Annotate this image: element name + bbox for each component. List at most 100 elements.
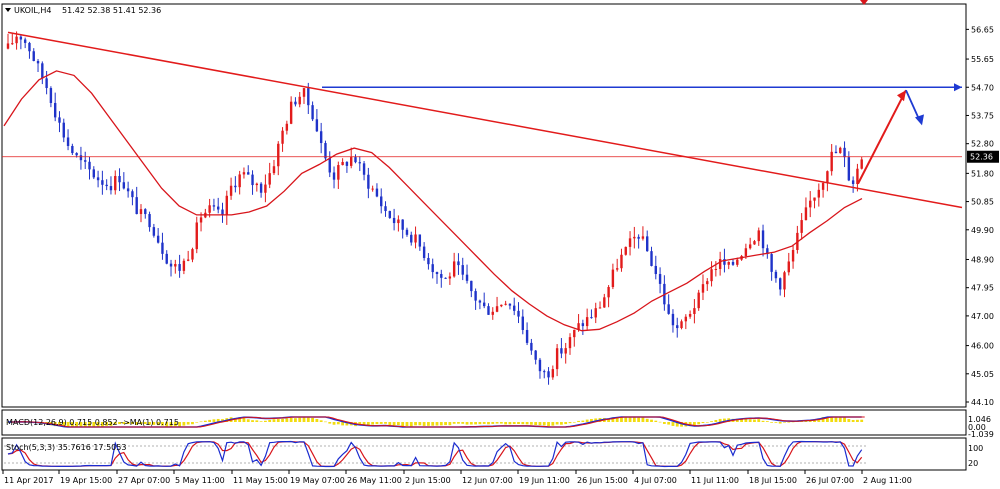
macd-bar [79, 422, 83, 427]
bull-candle [809, 200, 812, 208]
bear-candle [315, 119, 319, 132]
macd-bar [135, 422, 139, 425]
bull-candle [397, 219, 400, 224]
macd-bar [152, 422, 156, 425]
macd-bar [268, 419, 272, 422]
macd-bar [817, 418, 821, 422]
stoch-panel [1, 437, 967, 471]
bull-candle [298, 96, 301, 105]
bear-candle [294, 101, 297, 105]
bear-candle [834, 151, 838, 153]
macd-bar [70, 422, 74, 427]
candlestick-series [6, 31, 863, 385]
bull-candle [573, 329, 576, 338]
chart-symbol: UKOIL,H4 [14, 6, 51, 15]
macd-bar [564, 422, 568, 425]
bull-candle [208, 205, 211, 213]
bear-candle [247, 172, 250, 175]
macd-bar [783, 422, 786, 423]
macd-bar [418, 422, 422, 426]
bull-candle [15, 36, 18, 44]
bear-candle [53, 102, 57, 118]
bull-candle [603, 297, 606, 308]
time-tick-label: 11 Jul 11:00 [691, 476, 739, 485]
macd-bar [332, 422, 336, 425]
macd-bar [457, 422, 460, 424]
macd-bar [482, 422, 486, 424]
macd-bar [478, 422, 482, 425]
bear-candle [521, 316, 524, 330]
macd-bar [645, 418, 649, 422]
macd-bar [131, 422, 134, 425]
bear-candle [101, 180, 104, 185]
bear-candle [105, 184, 108, 187]
macd-bar [611, 417, 615, 422]
bear-candle [487, 306, 490, 315]
price-tick-label: 49.90 [971, 226, 994, 235]
macd-bar [199, 421, 203, 423]
macd-bar [216, 418, 220, 422]
bull-candle [813, 197, 816, 201]
bull-candle [350, 157, 353, 166]
bull-candle [242, 172, 246, 175]
macd-bar [740, 418, 743, 422]
bear-candle [779, 278, 782, 290]
time-tick-label: 18 Jul 15:00 [749, 476, 797, 485]
bear-candle [221, 209, 224, 216]
macd-bar [139, 422, 143, 425]
bull-candle [693, 308, 696, 314]
macd-bar [808, 420, 812, 422]
bull-candle [710, 269, 713, 282]
bear-candle [23, 39, 27, 43]
bull-candle [495, 306, 499, 312]
bear-candle [431, 264, 434, 273]
macd-bar [246, 419, 250, 422]
macd-bar [607, 418, 610, 422]
bull-candle [182, 260, 186, 271]
macd-bar [504, 422, 508, 425]
macd-bar [542, 422, 546, 426]
macd-bar [551, 422, 555, 426]
macd-bar [834, 417, 838, 422]
macd-bar [641, 417, 645, 422]
macd-bar [572, 421, 576, 423]
bear-candle [324, 143, 327, 159]
bear-candle [581, 323, 585, 327]
bull-candle [341, 161, 344, 166]
macd-bar [701, 422, 705, 424]
menu-arrow-icon[interactable] [5, 8, 11, 12]
bull-candle [281, 130, 284, 144]
macd-bar [392, 422, 396, 426]
bear-candle [148, 214, 151, 228]
bull-candle [688, 313, 692, 317]
bear-candle [388, 211, 392, 218]
macd-bar [109, 422, 113, 426]
bear-candle [118, 176, 121, 183]
macd-bar [632, 417, 636, 422]
macd-bar [753, 419, 756, 422]
macd-bar [581, 420, 585, 422]
macd-bar [560, 422, 563, 425]
bull-candle [804, 207, 808, 221]
bull-candle [598, 307, 602, 309]
bull-candle [302, 88, 306, 97]
macd-bar [555, 422, 559, 425]
bear-candle [62, 122, 65, 138]
bull-candle [607, 287, 610, 298]
macd-bar [650, 419, 653, 422]
bear-candle [676, 325, 679, 329]
macd-bar [787, 422, 791, 423]
macd-bar [748, 419, 752, 422]
bull-candle [585, 317, 589, 327]
bear-candle [474, 291, 477, 301]
time-tick-label: 2 Aug 11:00 [863, 476, 912, 485]
time-tick-label: 11 May 15:00 [233, 476, 288, 485]
price-tick-label: 56.65 [971, 25, 994, 34]
macd-bar [345, 422, 349, 426]
bull-candle [551, 369, 555, 378]
macd-bar [487, 422, 490, 425]
bear-candle [328, 158, 331, 173]
macd-bar [860, 419, 864, 422]
macd-bar [594, 418, 598, 422]
